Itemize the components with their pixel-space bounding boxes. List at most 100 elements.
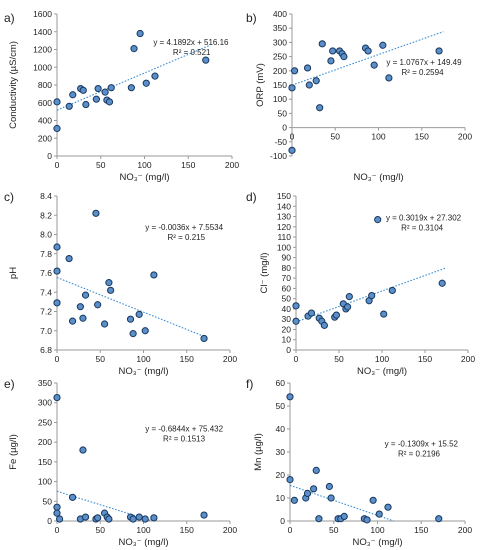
trendline-equation: y = -0.1309x + 15.52 bbox=[385, 439, 459, 448]
trendline-equation: y = 1.0767x + 149.49 bbox=[386, 58, 462, 67]
panel-label: c) bbox=[4, 190, 14, 204]
y-tick-label: 20 bbox=[282, 324, 292, 334]
y-tick-label: 7.4 bbox=[40, 287, 52, 297]
x-tick-label: 50 bbox=[96, 160, 106, 170]
data-point bbox=[290, 496, 298, 504]
y-tick-label: 300 bbox=[38, 398, 52, 408]
x-tick-label: 50 bbox=[96, 354, 106, 364]
x-tick-label: 0 bbox=[294, 354, 299, 364]
data-point bbox=[384, 503, 392, 511]
data-point bbox=[340, 53, 348, 61]
data-point bbox=[316, 104, 324, 112]
data-point bbox=[329, 47, 337, 55]
data-point bbox=[327, 57, 335, 65]
y-tick-label: 150 bbox=[277, 191, 291, 201]
trendline-equation: y = 0.3019x + 27.302 bbox=[386, 214, 462, 223]
x-tick-label: 0 bbox=[55, 354, 60, 364]
x-tick-label: 50 bbox=[96, 525, 106, 535]
data-point bbox=[318, 40, 326, 48]
chart-panel-3: 6.8 7.0 7.2 7.4 7.6 7.8 8.0 8.2 8.4 0 50 100 150 200 N… bbox=[4, 190, 237, 377]
y-tick-label: 50 bbox=[278, 108, 288, 118]
trendline-r2: R² = 0.1513 bbox=[163, 434, 206, 443]
trendline-equation: y = -0.0036x + 7.5534 bbox=[145, 223, 223, 232]
y-tick-label: 350 bbox=[38, 378, 52, 388]
y-tick-label: 8.0 bbox=[40, 230, 52, 240]
x-tick-label: 150 bbox=[180, 354, 194, 364]
trendline-r2: R² = 0.3104 bbox=[401, 224, 444, 233]
y-axis-title: Fe (µg/l) bbox=[8, 434, 19, 470]
data-point bbox=[136, 29, 144, 38]
x-tick-label: 150 bbox=[418, 354, 432, 364]
data-point bbox=[303, 489, 312, 497]
y-tick-label: 80 bbox=[282, 263, 292, 273]
y-tick-label: 50 bbox=[276, 401, 286, 411]
y-tick-label: 400 bbox=[38, 116, 52, 126]
data-point bbox=[150, 514, 158, 522]
data-point bbox=[129, 330, 137, 338]
trendline bbox=[291, 31, 444, 86]
data-point bbox=[53, 393, 61, 402]
y-tick-label: 250 bbox=[273, 52, 287, 62]
y-tick-label: 1200 bbox=[33, 45, 52, 55]
trendline-equation: y = 4.1892x + 516.16 bbox=[153, 38, 229, 47]
data-point bbox=[105, 98, 114, 106]
x-tick-label: 50 bbox=[329, 525, 339, 535]
data-point bbox=[53, 124, 61, 133]
data-point bbox=[363, 516, 371, 524]
data-point bbox=[107, 84, 115, 92]
trendline bbox=[56, 44, 211, 111]
y-tick-label: 350 bbox=[273, 23, 287, 33]
data-point bbox=[142, 79, 150, 87]
data-point bbox=[435, 515, 443, 523]
x-tick-label: 100 bbox=[136, 354, 150, 364]
data-point bbox=[69, 91, 77, 99]
y-tick-label: 120 bbox=[277, 222, 291, 232]
y-tick-label: 1400 bbox=[33, 27, 52, 37]
data-point bbox=[53, 503, 61, 511]
data-point bbox=[94, 84, 102, 93]
data-point bbox=[79, 314, 87, 322]
data-point bbox=[105, 515, 113, 523]
data-point bbox=[307, 309, 316, 317]
trendline-r2: R² = 0.215 bbox=[168, 233, 206, 242]
y-tick-label: 8.4 bbox=[40, 191, 52, 201]
y-tick-label: 300 bbox=[273, 37, 287, 47]
data-point bbox=[379, 41, 387, 49]
y-tick-label: 10 bbox=[282, 335, 292, 345]
y-tick-label: 800 bbox=[38, 80, 52, 90]
y-tick-label: 30 bbox=[276, 447, 286, 457]
y-tick-label: 7.8 bbox=[40, 249, 52, 259]
data-point bbox=[292, 302, 300, 310]
y-tick-label: 40 bbox=[282, 304, 292, 314]
y-tick-label: 200 bbox=[38, 437, 52, 447]
data-point bbox=[101, 88, 109, 96]
data-point bbox=[200, 511, 208, 519]
data-point bbox=[151, 72, 159, 80]
data-point bbox=[438, 279, 446, 287]
data-point bbox=[388, 286, 396, 295]
chart-panel-5: 0 50 100 150 200 250 300 350 0 50 100 150 200 NO₃⁻ (m… bbox=[4, 377, 237, 548]
x-tick-label: 0 bbox=[55, 160, 60, 170]
data-point bbox=[292, 317, 300, 325]
panel-label: b) bbox=[246, 11, 257, 25]
x-axis-title: NO₃⁻ (mg/l) bbox=[357, 366, 407, 377]
data-point bbox=[79, 446, 87, 454]
y-tick-label: 90 bbox=[282, 253, 292, 263]
data-point bbox=[65, 254, 73, 263]
x-tick-label: 100 bbox=[375, 354, 389, 364]
data-point bbox=[380, 310, 388, 318]
y-tick-label: 600 bbox=[38, 98, 52, 108]
data-point bbox=[375, 510, 383, 518]
panel-label: a) bbox=[4, 11, 15, 25]
data-point bbox=[130, 45, 138, 53]
y-tick-label: 1000 bbox=[33, 62, 52, 72]
data-point bbox=[135, 310, 143, 318]
y-tick-label: 0 bbox=[280, 516, 285, 526]
data-point bbox=[53, 509, 61, 517]
data-point bbox=[286, 476, 294, 484]
x-axis-title: NO₃⁻ (mg/l) bbox=[118, 537, 168, 548]
data-point bbox=[332, 311, 341, 319]
chart-panel-1: 0 200 400 600 800 1000 1200 1400 1600 0 50 100 150 20… bbox=[4, 9, 239, 183]
